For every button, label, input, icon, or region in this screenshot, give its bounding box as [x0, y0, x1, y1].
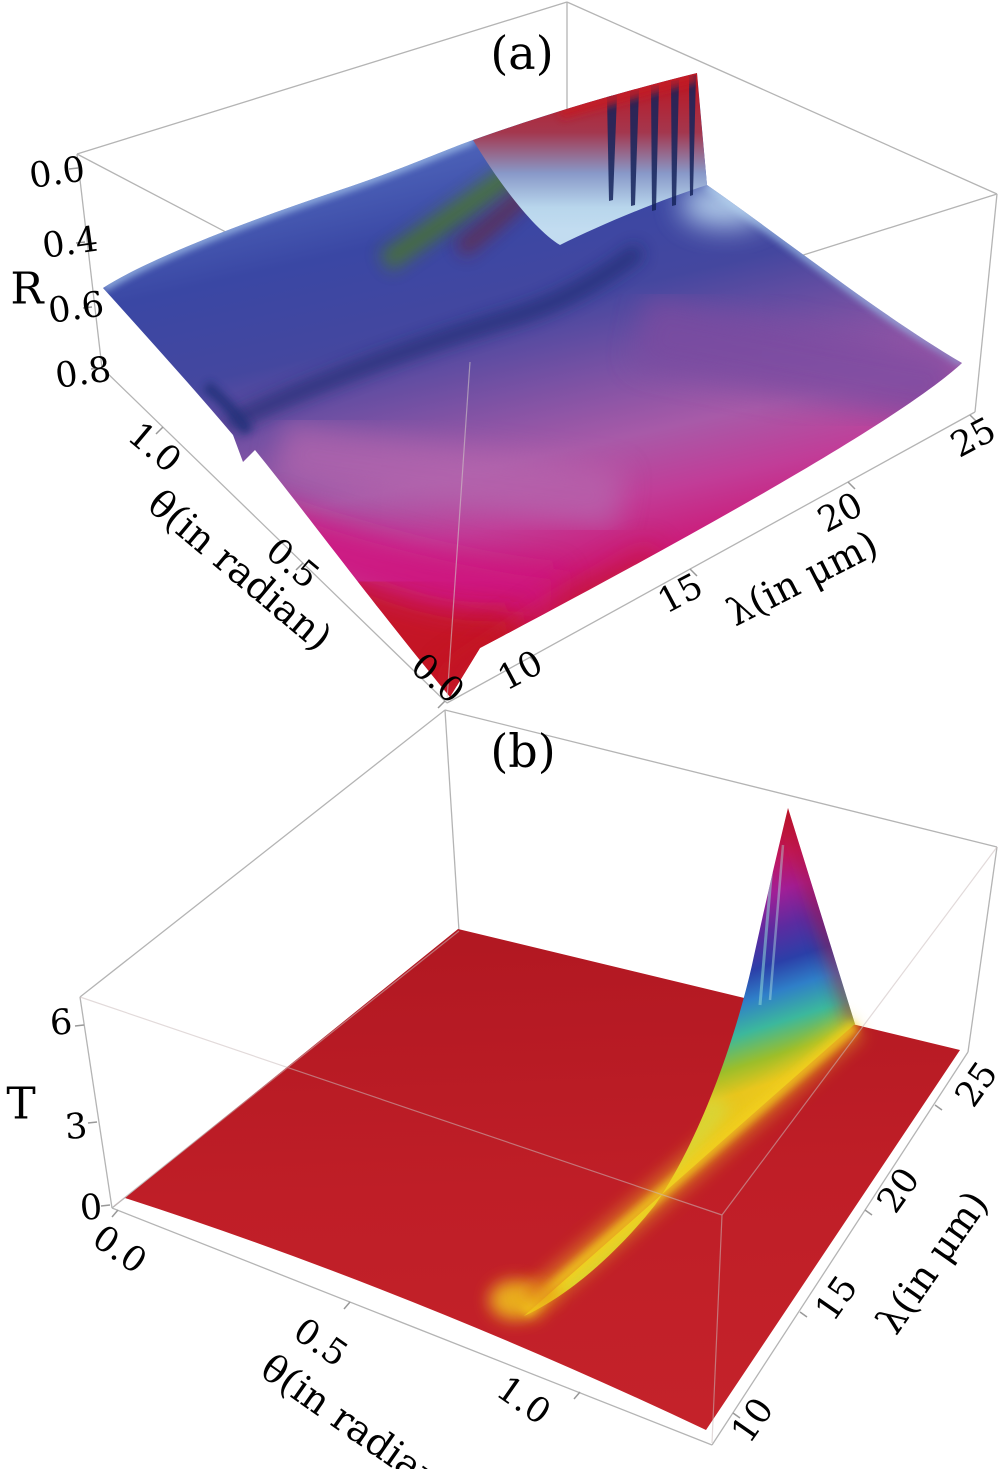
box-edge-front: [446, 361, 471, 701]
box-edge: [76, 1, 568, 155]
y-tick: 25: [948, 1055, 1000, 1114]
tick-marks-a: [68, 167, 978, 709]
box-edge-over: [79, 996, 723, 1216]
comb-slit: [630, 90, 639, 206]
comb-slit: [607, 95, 617, 201]
z-tick: 6: [48, 1002, 74, 1044]
box-edge: [446, 411, 976, 704]
box-front-edges-a: [101, 367, 976, 704]
z-tick: 0.6: [46, 285, 107, 332]
panel-a-label: (a): [490, 26, 553, 80]
box-edge-over: [113, 930, 460, 1207]
purple-zone: [632, 295, 962, 425]
box-edge: [76, 153, 103, 369]
y-tick: 25: [945, 410, 1000, 466]
box-edge: [111, 1207, 713, 1446]
box-edge: [444, 709, 460, 932]
pale-blue-patch: [680, 183, 770, 227]
comb-slit: [689, 75, 696, 196]
box-edge: [79, 709, 446, 998]
box-edge: [967, 846, 998, 1053]
comb-slit: [651, 85, 659, 211]
front-bump-orange: [522, 1280, 558, 1304]
resonance-trench: [224, 243, 645, 431]
wall-base-glow-core: [520, 1020, 859, 1317]
fold-shadow: [202, 381, 254, 436]
wall-body: [524, 808, 855, 1316]
y-tick: 10: [724, 1391, 782, 1450]
z-axis-title-a: R: [10, 263, 45, 314]
comb-slit: [671, 80, 679, 206]
surface-b-wall: [489, 808, 865, 1322]
tick-marks-b: [74, 1024, 943, 1419]
box-edge: [711, 1051, 969, 1446]
box-edge: [444, 709, 998, 848]
red-front: [292, 568, 527, 697]
panel-b: (b) T 6 3 0 0.0 0.5 1.0 θ(in radian) 10 …: [6, 709, 1000, 1469]
z-tick: 0: [78, 1187, 104, 1229]
y-tick: 15: [652, 566, 710, 622]
panel-a: (a) R 0.0 0.4 0.6 0.8 1.0 0.5 0.0 θ(in r…: [10, 1, 1000, 712]
x-tick: 1.0: [120, 415, 188, 481]
z-tick: 0.0: [27, 150, 88, 197]
box-edge: [566, 1, 998, 195]
box-edges-over-b: [79, 846, 998, 1444]
box-edge-over: [721, 846, 998, 1216]
box-edge: [974, 193, 998, 413]
z-tick: 0.8: [53, 350, 114, 397]
box-edge: [79, 996, 113, 1209]
surface-a-body: [103, 73, 962, 697]
x-axis-title-b: θ(in radian): [253, 1346, 463, 1469]
z-tick: 3: [63, 1106, 89, 1148]
box-front-edges-b: [111, 1051, 969, 1446]
x-tick: 1.0: [489, 1369, 558, 1434]
red-crest: [558, 73, 699, 119]
wall-stripe: [768, 844, 785, 1001]
z-axis-title-b: T: [6, 1078, 35, 1129]
y-tick: 15: [808, 1269, 866, 1328]
mauve-band: [275, 420, 625, 530]
ridge-cliff: [473, 73, 707, 245]
z-tick: 0.4: [40, 220, 101, 267]
box-edge-over: [711, 1214, 723, 1444]
panel-b-label: (b): [490, 724, 555, 778]
box-edge: [101, 367, 448, 704]
surface-a: [103, 73, 962, 701]
